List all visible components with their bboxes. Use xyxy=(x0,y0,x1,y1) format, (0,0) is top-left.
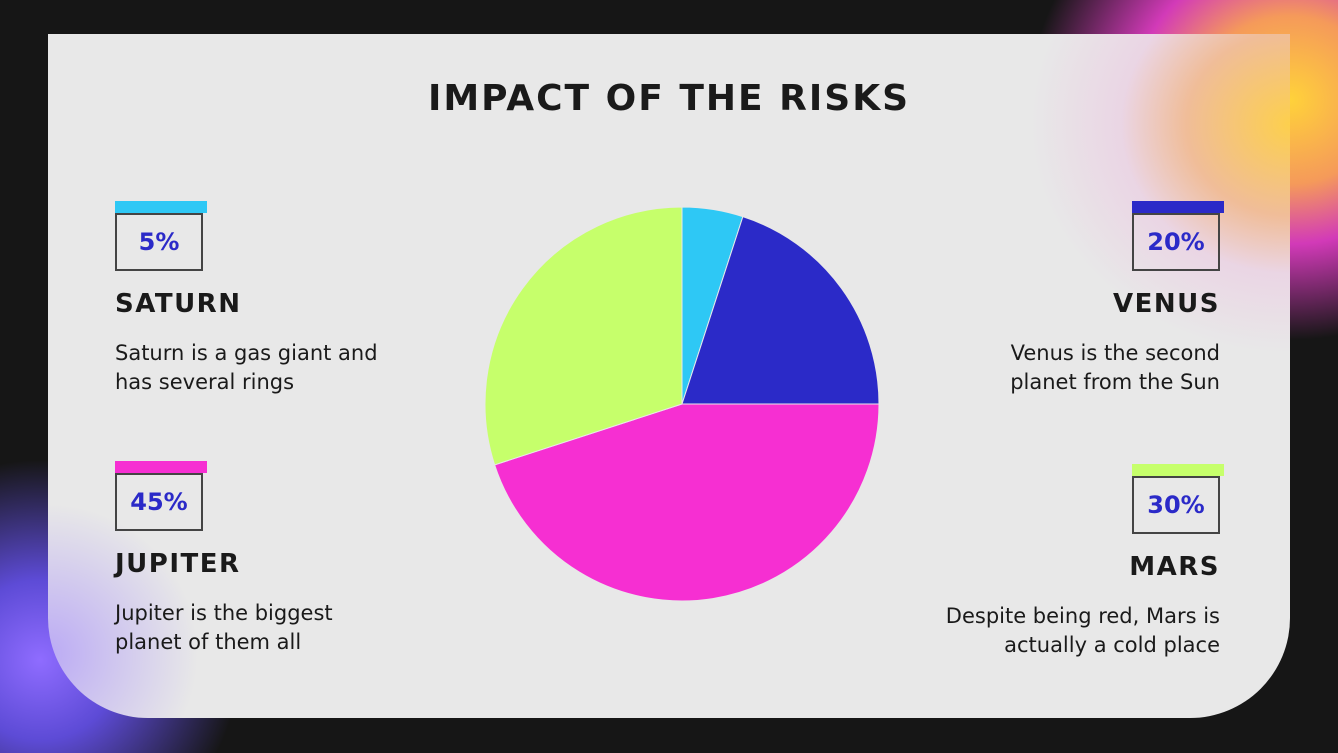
color-bar xyxy=(115,461,207,473)
color-bar xyxy=(115,201,207,213)
percent-label: 20% xyxy=(1147,228,1205,256)
item-name: VENUS xyxy=(1113,289,1220,319)
item-name: JUPITER xyxy=(115,549,241,579)
pie-slice-venus xyxy=(681,216,880,405)
legend-item-venus: 20% VENUS Venus is the second planet fro… xyxy=(900,201,1224,397)
pie-slice-jupiter xyxy=(494,403,880,602)
color-bar xyxy=(1132,201,1224,213)
legend-item-saturn: 5% SATURN Saturn is a gas giant and has … xyxy=(115,201,435,397)
color-bar xyxy=(1132,464,1224,476)
item-description: Despite being red, Mars is actually a co… xyxy=(945,604,1220,657)
legend-item-mars: 30% MARS Despite being red, Mars is actu… xyxy=(880,464,1224,660)
percent-box: 20% xyxy=(1132,201,1224,271)
percent-label: 5% xyxy=(138,228,180,256)
percent-box: 45% xyxy=(115,461,207,531)
item-description: Saturn is a gas giant and has several ri… xyxy=(115,341,378,394)
item-description: Venus is the second planet from the Sun xyxy=(1010,341,1220,394)
pie-slice-mars xyxy=(484,206,683,466)
slide-title: IMPACT OF THE RISKS xyxy=(427,78,911,119)
legend-item-jupiter: 45% JUPITER Jupiter is the biggest plane… xyxy=(115,461,435,657)
percent-box: 30% xyxy=(1132,464,1224,534)
item-name: MARS xyxy=(1129,552,1220,582)
item-description: Jupiter is the biggest planet of them al… xyxy=(115,601,333,654)
percent-label: 45% xyxy=(130,488,188,516)
percent-label: 30% xyxy=(1147,491,1205,519)
percent-box: 5% xyxy=(115,201,207,271)
item-name: SATURN xyxy=(115,289,242,319)
